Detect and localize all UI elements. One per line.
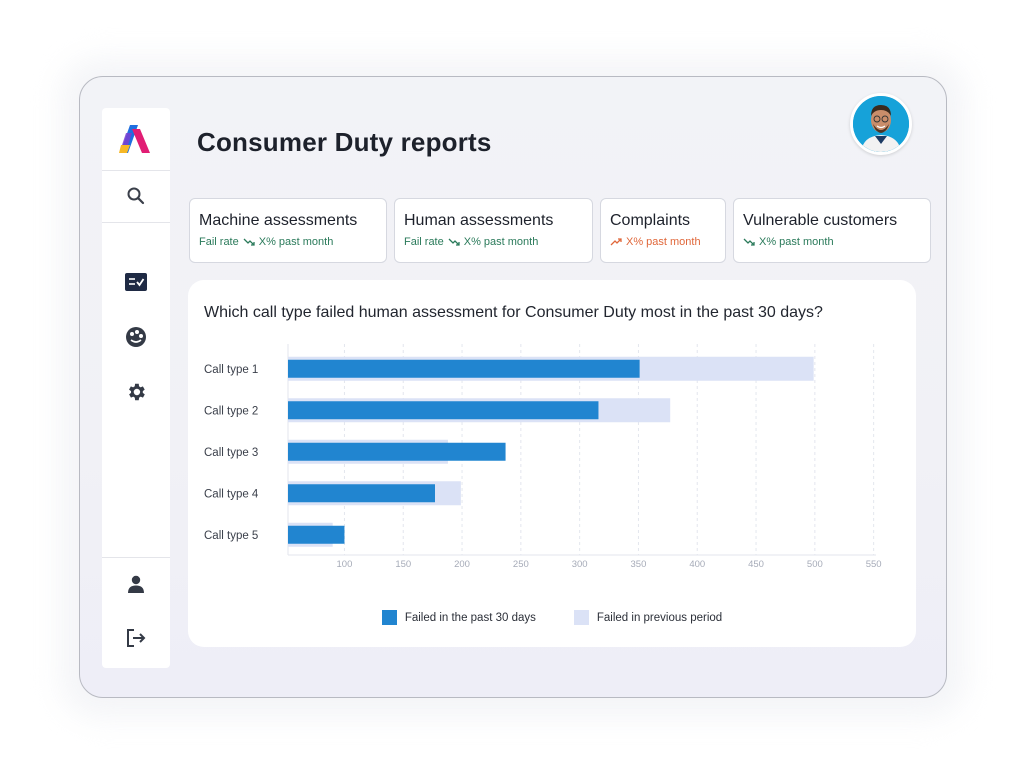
x-tick-label: 200	[454, 559, 470, 570]
bar-past-30-days	[288, 484, 435, 503]
x-tick-label: 100	[337, 559, 353, 570]
bar-past-30-days	[288, 442, 506, 461]
bar-past-30-days	[288, 525, 345, 544]
kpi-title: Human assessments	[404, 212, 554, 229]
kpi-card-human-assessments[interactable]: Human assessments Fail rate X% past mont…	[394, 198, 593, 263]
x-tick-label: 550	[866, 559, 882, 570]
legend-label: Failed in previous period	[596, 611, 723, 624]
kpi-card-machine-assessments[interactable]: Machine assessments Fail rate X% past mo…	[189, 198, 387, 263]
bar-past-30-days	[288, 359, 640, 378]
brand-logo-icon[interactable]	[102, 108, 170, 170]
x-tick-label: 250	[513, 559, 529, 570]
category-label: Call type 1	[204, 364, 258, 376]
category-label: Call type 4	[204, 488, 259, 500]
legend-swatch-previous	[573, 610, 589, 625]
bar-chart: 100 150 200 250 300 350 400 450 500 550 Call type …	[204, 344, 882, 570]
legend-label: Failed in the past 30 days	[404, 611, 536, 624]
category-label: Call type 5	[204, 530, 258, 542]
palette-icon[interactable]	[102, 321, 170, 353]
x-tick-label: 150	[395, 559, 411, 570]
kpi-subline: X% past month	[610, 236, 725, 248]
gear-icon[interactable]	[102, 376, 170, 408]
kpi-card-vulnerable-customers[interactable]: Vulnerable customers X% past month	[733, 198, 931, 263]
scorecard-icon[interactable]	[102, 266, 170, 298]
x-tick-label: 300	[572, 559, 588, 570]
kpi-label: Fail rate	[404, 236, 444, 248]
legend-swatch-current	[381, 610, 397, 625]
x-tick-label: 400	[689, 559, 705, 570]
legend-item-current[interactable]: Failed in the past 30 days	[381, 610, 536, 625]
user-icon[interactable]	[102, 568, 170, 600]
device-frame: Consumer Duty reports Machine assessment…	[79, 76, 947, 698]
search-icon[interactable]	[102, 170, 170, 222]
kpi-subline: X% past month	[743, 236, 930, 248]
chart-legend: Failed in the past 30 days Failed in pre…	[188, 610, 916, 625]
trend-down-icon	[743, 238, 755, 246]
kpi-label: Fail rate	[199, 236, 239, 248]
sidebar	[102, 108, 170, 668]
trend-down-icon	[448, 238, 460, 246]
kpi-title: Vulnerable customers	[743, 212, 898, 229]
x-tick-label: 350	[631, 559, 647, 570]
category-label: Call type 2	[204, 405, 258, 417]
kpi-title: Machine assessments	[199, 212, 358, 229]
kpi-value: X% past month	[626, 236, 701, 248]
kpi-value: X% past month	[759, 236, 834, 248]
kpi-title: Complaints	[610, 212, 691, 229]
page-title: Consumer Duty reports	[197, 127, 492, 157]
avatar[interactable]	[850, 93, 912, 155]
bar-past-30-days	[288, 401, 599, 420]
kpi-card-complaints[interactable]: Complaints X% past month	[600, 198, 726, 263]
legend-item-previous[interactable]: Failed in previous period	[573, 610, 723, 625]
kpi-value: X% past month	[258, 236, 334, 248]
trend-up-icon	[610, 238, 622, 246]
sidebar-divider	[102, 222, 170, 223]
x-tick-label: 500	[807, 559, 823, 570]
category-label: Call type 3	[204, 447, 258, 459]
sidebar-divider	[102, 170, 170, 171]
kpi-subline: Fail rate X% past month	[199, 236, 386, 248]
chart-title: Which call type failed human assessment …	[204, 304, 823, 321]
kpi-value: X% past month	[463, 236, 539, 248]
sidebar-divider	[102, 557, 170, 558]
kpi-subline: Fail rate X% past month	[404, 236, 592, 248]
logout-icon[interactable]	[102, 622, 170, 654]
x-tick-label: 450	[748, 559, 764, 570]
trend-down-icon	[243, 238, 255, 246]
chart-panel: Which call type failed human assessment …	[188, 280, 916, 647]
